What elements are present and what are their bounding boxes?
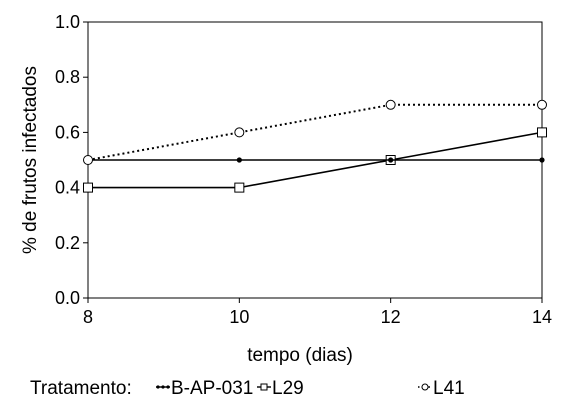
x-axis: 8 10 12 14 [83,298,552,327]
data-point [388,157,394,163]
y-tick-label: 0.6 [55,122,80,142]
data-point [83,182,93,193]
legend: Tratamento: B-AP-031 L29 L41 [30,378,465,399]
legend-entry: B-AP-031 [156,378,253,399]
y-tick-label: 0.4 [55,178,80,198]
y-axis-title: % de frutos infectados [20,66,41,254]
legend-entry: L41 [418,378,465,399]
legend-entry: L29 [257,378,304,399]
legend-marker [156,385,160,389]
series-layer [83,99,547,193]
x-axis-title: tempo (dias) [247,345,353,366]
legend-label: L41 [433,378,465,399]
series-l41 [83,99,547,165]
series-line [88,131,543,189]
x-tick-label: 12 [381,307,401,327]
legend-label: B-AP-031 [171,378,253,399]
legend-symbol [156,385,170,389]
y-tick-label: 0.0 [55,288,80,308]
data-point [537,99,547,110]
y-axis: 0.0 0.2 0.4 0.6 0.8 1.0 [55,12,88,308]
x-tick-label: 14 [532,307,552,327]
data-point [385,99,396,110]
data-point [83,155,93,165]
x-tick-label: 8 [83,307,93,327]
legend-label: L29 [272,378,304,399]
data-point [537,127,547,138]
y-tick-label: 1.0 [55,12,80,32]
data-point [236,157,242,163]
legend-symbol [257,383,271,391]
legend-marker [161,385,165,389]
y-tick-label: 0.2 [55,233,80,253]
data-point [234,182,245,193]
series-b-ap-031 [85,157,545,163]
legend-title: Tratamento: [30,378,132,399]
y-tick-label: 0.8 [55,67,80,87]
legend-marker [260,383,268,391]
legend-marker [166,385,170,389]
series-line [87,103,542,161]
x-tick-label: 10 [229,307,249,327]
legend-symbol [418,383,432,391]
data-point [234,127,245,138]
legend-marker [421,383,429,391]
data-point [539,157,545,163]
